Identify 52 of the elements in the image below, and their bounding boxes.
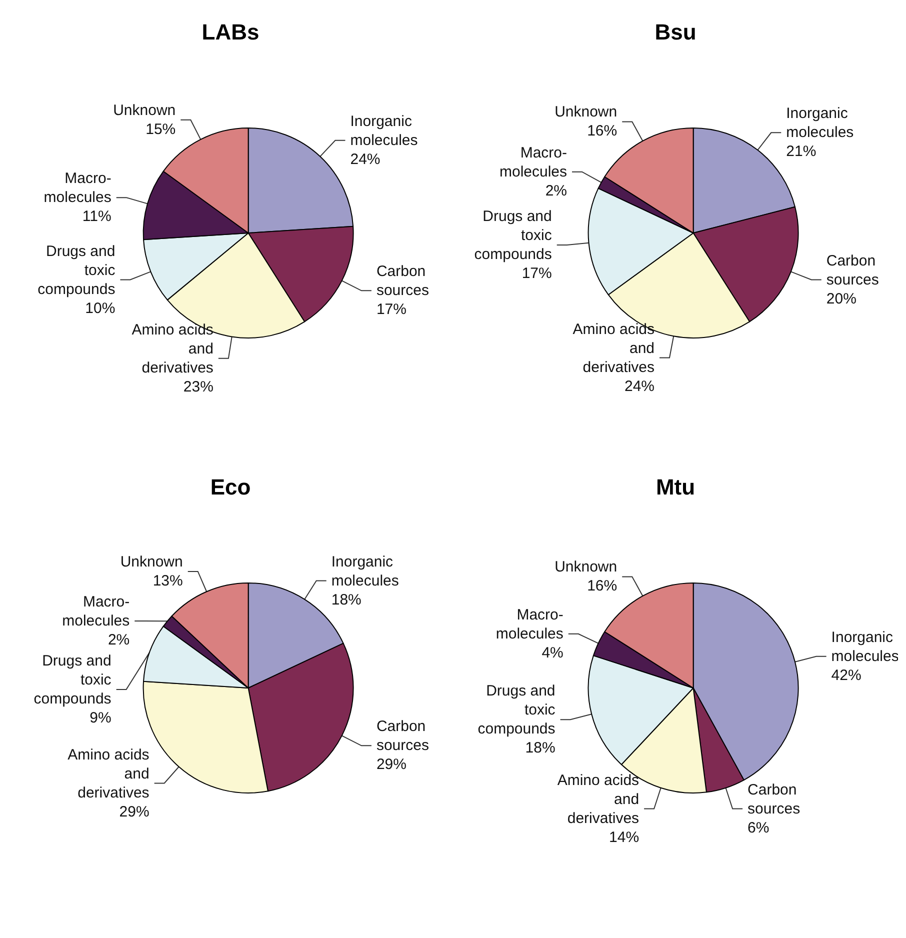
chart-title: Mtu	[656, 474, 696, 500]
slice-label: Amino acids and derivatives	[572, 320, 655, 376]
slice-label: Amino acids and derivatives	[557, 772, 640, 827]
slice-label: Amino acids and derivatives	[132, 321, 214, 376]
slice-label: Macro- molecules	[499, 144, 568, 180]
slice-label: Inorganic molecules	[350, 112, 418, 149]
data-label: 9%	[90, 709, 112, 726]
data-label: 10%	[85, 300, 116, 317]
slice-label: Carbon sources	[376, 718, 429, 754]
data-label: 20%	[826, 290, 856, 308]
data-label: 18%	[525, 740, 556, 757]
data-label: 29%	[119, 803, 150, 820]
chart-title: Eco	[210, 474, 251, 500]
data-label: 17%	[522, 264, 552, 282]
slice-label: Inorganic molecules	[831, 628, 899, 665]
data-label: 15%	[146, 120, 176, 138]
slice-label: Macro- molecules	[496, 606, 564, 642]
slice-label: Drugs and toxic compounds	[34, 652, 112, 708]
data-label: 42%	[831, 666, 862, 684]
slice-label: Drugs and toxic compounds	[478, 682, 556, 738]
data-label: 23%	[183, 378, 214, 396]
slice-label: Drugs and toxic compounds	[38, 242, 116, 298]
data-label: 18%	[331, 591, 362, 608]
slice-label: Drugs and toxic compounds	[474, 208, 552, 263]
chart-title: Bsu	[654, 20, 696, 44]
slice-label: Inorganic molecules	[786, 105, 854, 142]
slice-label: Unknown	[554, 104, 618, 121]
slice-label: Amino acids and derivatives	[68, 746, 150, 802]
slice-label: Inorganic molecules	[331, 553, 399, 590]
slice-label: Unknown	[113, 102, 176, 119]
slice-label: Unknown	[554, 558, 618, 576]
data-label: 21%	[786, 143, 816, 160]
slice-label: Carbon sources	[826, 252, 879, 288]
data-label: 16%	[587, 122, 618, 140]
slice-label: Carbon sources	[748, 781, 800, 818]
data-label: 13%	[152, 572, 183, 590]
slice-label: Macro- molecules	[44, 170, 112, 206]
data-label: 24%	[350, 150, 380, 168]
data-label: 14%	[609, 828, 640, 846]
data-label: 2%	[545, 182, 568, 200]
slice-label: Unknown	[120, 553, 183, 570]
data-label: 4%	[542, 644, 564, 662]
data-label: 29%	[376, 756, 406, 774]
slice-label: Carbon sources	[376, 263, 429, 300]
data-label: 17%	[376, 301, 406, 318]
data-label: 2%	[108, 631, 130, 648]
data-label: 24%	[624, 378, 655, 395]
data-label: 11%	[82, 208, 112, 226]
slice-label: Macro- molecules	[62, 593, 130, 630]
chart-title: LABs	[202, 20, 260, 44]
data-label: 6%	[748, 819, 770, 836]
data-label: 16%	[587, 578, 618, 595]
